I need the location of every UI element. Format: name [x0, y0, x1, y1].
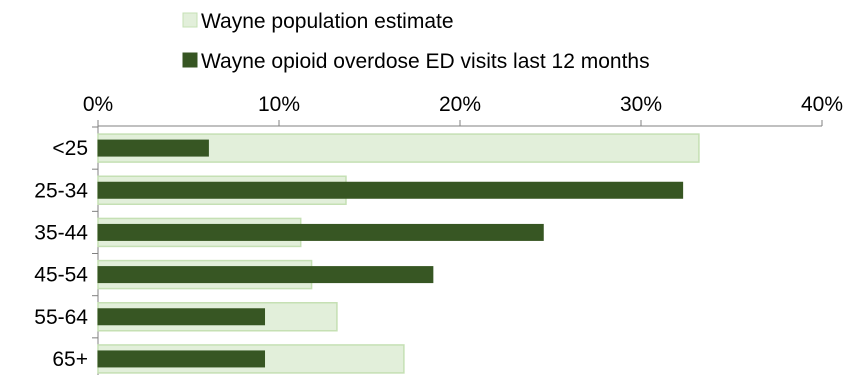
y-category-label: 25-34	[34, 179, 88, 202]
x-tick-label: 40%	[801, 93, 843, 116]
y-axis: <25 25-34 35-44 45-54 55-64 65+	[34, 126, 99, 375]
ed-visits-bar	[97, 139, 209, 157]
legend-swatch-2	[182, 52, 198, 68]
ed-visits-bar	[97, 181, 684, 199]
ed-visits-bar	[97, 350, 266, 368]
x-tick-label: 20%	[439, 93, 481, 116]
bar-series	[97, 133, 700, 374]
chart-legend: Wayne population estimate Wayne opioid ov…	[182, 10, 650, 73]
x-tick-label: 10%	[258, 93, 300, 116]
y-category-label: 65+	[52, 348, 88, 371]
y-category-label: 45-54	[34, 264, 88, 287]
x-axis: 0% 10% 20% 30% 40%	[83, 93, 843, 127]
x-tick-label: 0%	[83, 93, 113, 116]
ed-visits-bar	[97, 308, 266, 326]
legend-label-1: Wayne population estimate	[201, 10, 454, 33]
ed-visits-bar	[97, 223, 544, 241]
x-tick-label: 30%	[620, 93, 662, 116]
y-category-label: 35-44	[34, 221, 88, 244]
ed-visits-bar	[97, 266, 434, 284]
legend-label-2: Wayne opioid overdose ED visits last 12 …	[201, 50, 650, 73]
legend-swatch-1	[182, 12, 198, 28]
y-category-label: <25	[52, 137, 88, 160]
y-category-label: 55-64	[34, 306, 88, 329]
